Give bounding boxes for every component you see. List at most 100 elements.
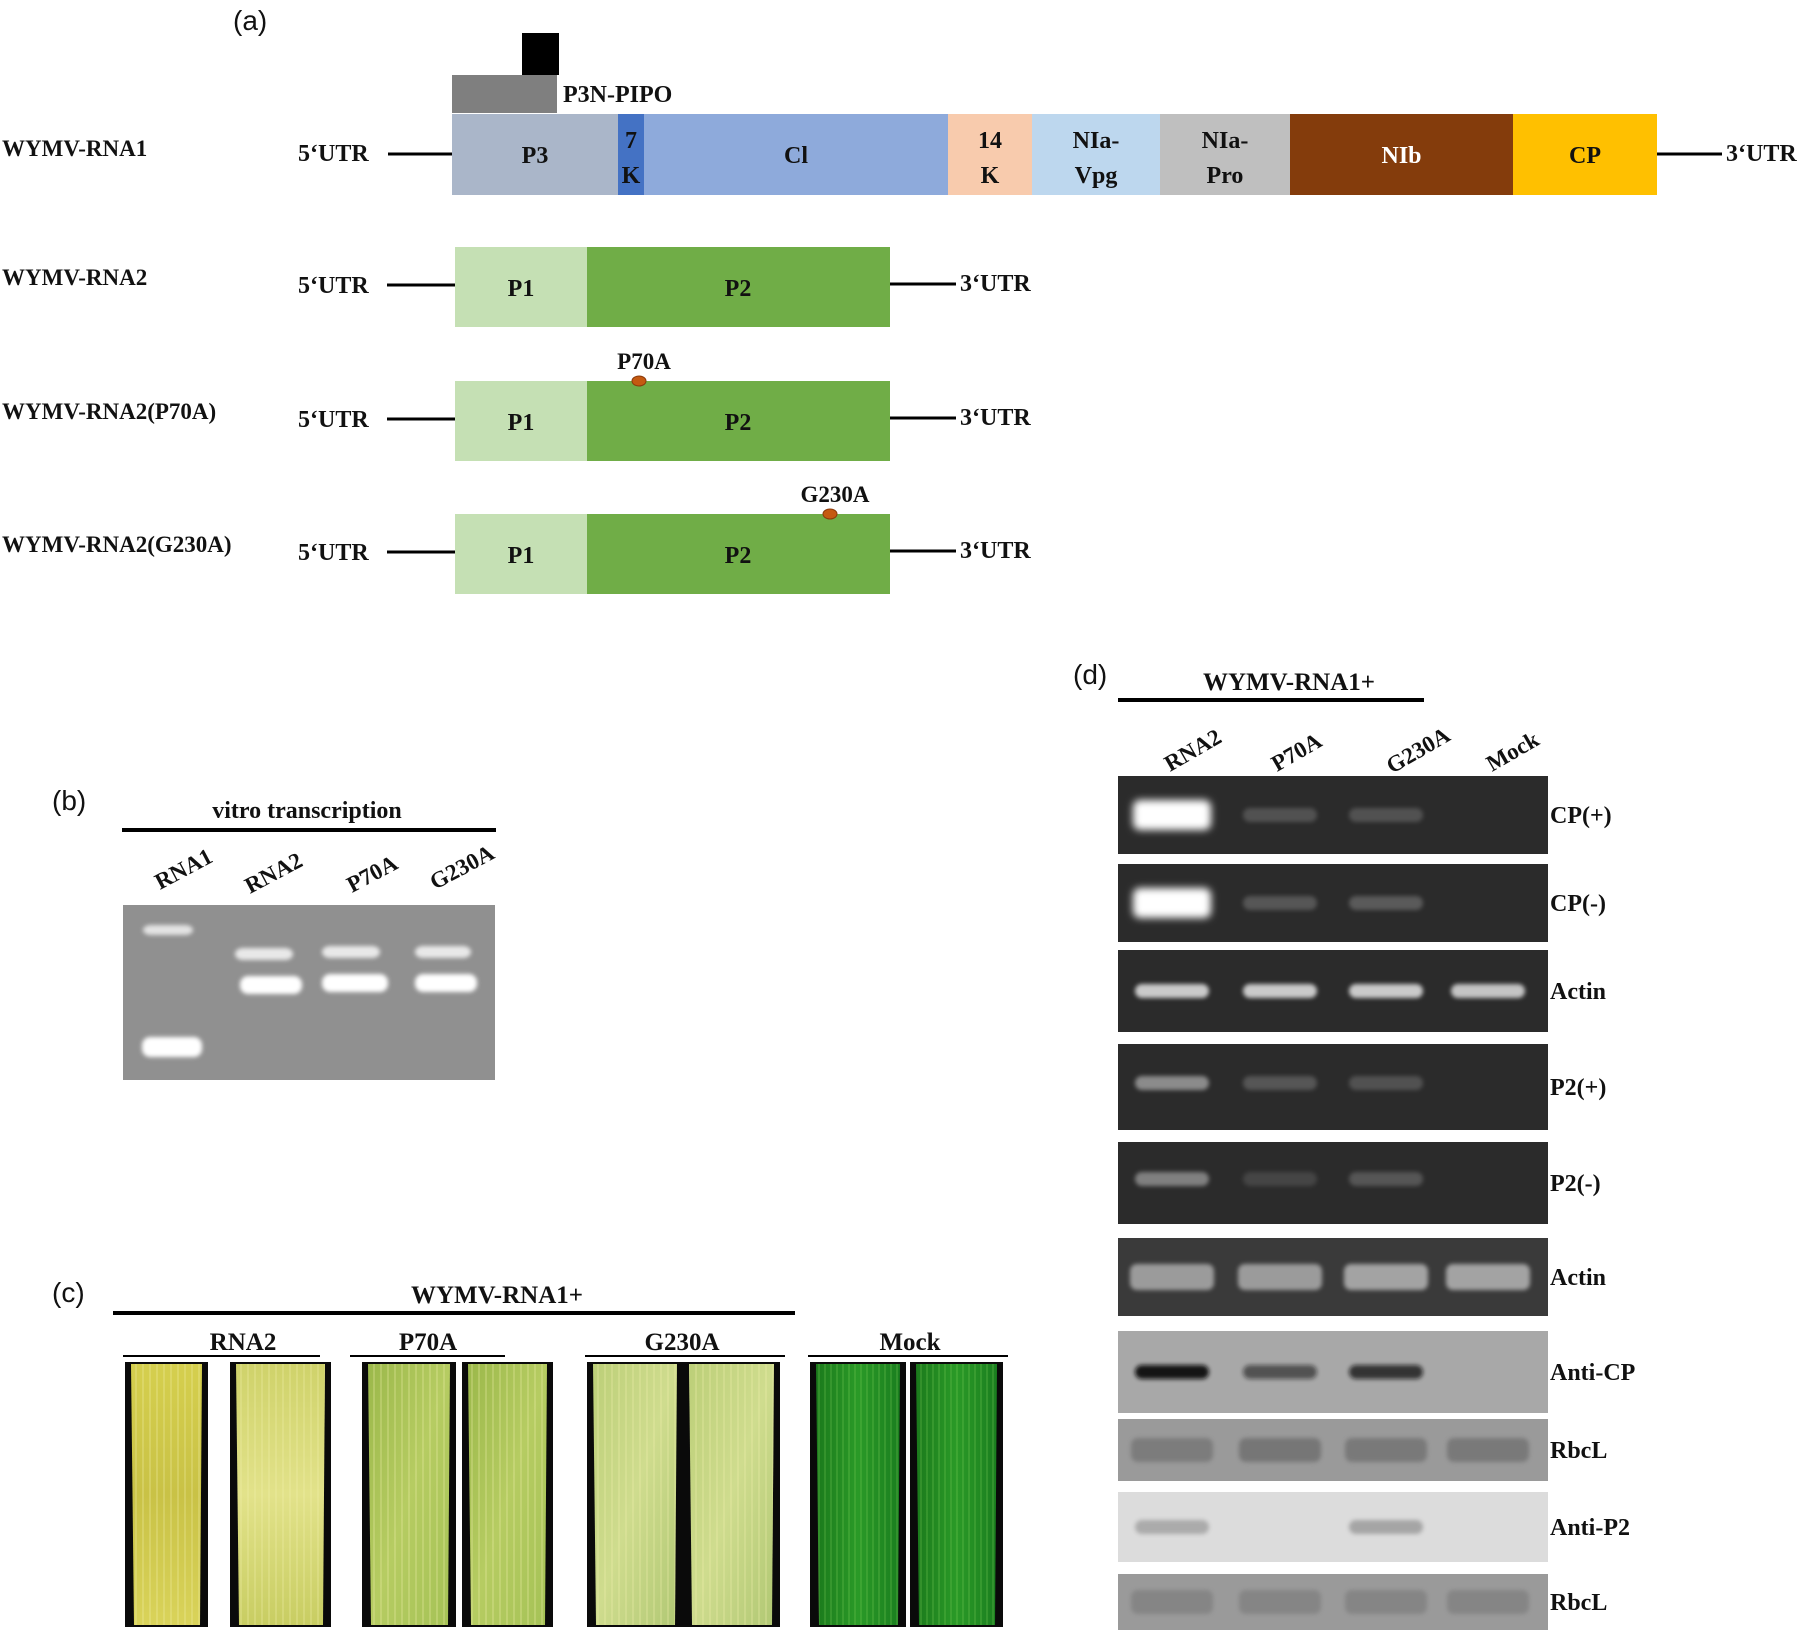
rna1-domain-label: Cl [784,143,808,169]
leaf-group-label: P70A [399,1329,457,1356]
blot-band [1349,984,1423,998]
blot-band [1345,1438,1427,1462]
blot-band [1243,1365,1317,1379]
blot-band [1243,808,1317,822]
rna2-utr5: 5‘UTR [298,540,369,566]
rna2-construct: WYMV-RNA2 5‘UTR P1 P2 3‘UTR [2,247,1031,327]
mutation-label: P70A [617,349,671,374]
rna1-domain-box [948,114,1032,195]
rna1-domain-label: 14 [978,128,1002,154]
gel-band [240,976,302,994]
rna1-domain-box [452,114,618,195]
blot-band [1243,1172,1317,1186]
gel-band [235,948,293,960]
rna2-utr3: 3‘UTR [960,271,1031,297]
rna1-domain-box [1513,114,1657,195]
blot-band [1345,1590,1427,1614]
blot-strip: RbcL [1118,1419,1607,1481]
rna1-domain-label: NIa- [1073,128,1120,154]
blot-label: CP(-) [1550,891,1606,917]
p1-label: P1 [508,543,535,569]
rna1-name: WYMV-RNA1 [2,136,147,161]
p1-box [455,514,587,594]
blot-label: Actin [1550,979,1606,1005]
panel-d-lane-labels: RNA2 P70A G230A Mock [1160,722,1543,778]
blot-lane-label: P70A [1267,728,1326,777]
gel-lane-label: RNA1 [151,844,217,895]
p2-box [587,247,890,327]
rna2-utr3: 3‘UTR [960,405,1031,431]
panel-b-lane-labels: RNA1 RNA2 P70A G230A [151,840,499,899]
gel-band [143,925,193,935]
panel-c-leaf-groups: RNA2 P70A G230A Mock [123,1329,1008,1627]
p3n-pipo-black-bar [522,33,559,75]
rna1-domain-label: P3 [522,143,549,169]
blot-band [1131,1590,1213,1614]
gel-lane-label: P70A [343,850,402,897]
leaf-veins [131,1364,202,1625]
gel-band [322,974,388,992]
rna2-construct-name: WYMV-RNA2(P70A) [2,399,216,424]
blot-band [1446,1264,1530,1290]
p2-box [587,514,890,594]
blot-band [1243,1076,1317,1090]
blot-label: RbcL [1550,1438,1607,1464]
leaf-group: RNA2 [123,1329,331,1627]
gel-band [415,946,471,958]
panel-c: (c) WYMV-RNA1+ RNA2 P70A G230A Mock [52,1277,1008,1627]
mutation-site-marker [822,508,838,520]
panel-b-label: (b) [52,785,86,816]
blot-band [1133,888,1211,918]
panel-c-header: WYMV-RNA1+ [411,1282,583,1309]
blot-band [1135,1520,1209,1534]
panel-d-header: WYMV-RNA1+ [1203,669,1375,696]
leaf-veins [593,1364,677,1625]
leaf-veins [689,1364,774,1625]
blot-band [1239,1590,1321,1614]
rna1-domain-label: Pro [1207,163,1244,189]
blot-band [1349,1365,1423,1379]
p1-label: P1 [508,276,535,302]
blot-band [1349,1172,1423,1186]
leaf-group-label: G230A [645,1329,720,1356]
leaf-group: P70A [350,1329,553,1627]
rna1-domain-label: Vpg [1075,163,1118,189]
leaf-veins [916,1364,997,1625]
rna1-utr5: 5‘UTR [298,141,369,167]
leaf-group-label: Mock [879,1329,940,1356]
gel-lane-label: G230A [426,840,499,895]
blot-label: Actin [1550,1265,1606,1291]
rna1-domain-box [644,114,948,195]
blot-lane-label: Mock [1482,726,1543,776]
p2-box [587,381,890,461]
rna1-domain-box [1160,114,1290,195]
blot-band [1239,1438,1321,1462]
leaf-veins [236,1364,325,1625]
blot-band [1135,1076,1209,1090]
leaf-veins [816,1364,900,1625]
blot-band [1238,1264,1322,1290]
blot-band [1451,984,1525,998]
leaf-group-label: RNA2 [210,1329,277,1356]
panel-d: (d) WYMV-RNA1+ RNA2 P70A G230A Mock CP(+)CP… [1073,659,1635,1630]
blot-label: RbcL [1550,1590,1607,1616]
rna1-domain-label: CP [1569,143,1601,169]
blot-band [1349,1076,1423,1090]
blot-label: P2(+) [1550,1075,1606,1101]
blot-band [1447,1590,1529,1614]
gel-band [142,1037,202,1057]
blot-band [1135,1365,1209,1379]
rna2-utr5: 5‘UTR [298,273,369,299]
leaf-veins [368,1364,450,1625]
leaf-group: G230A [585,1329,785,1627]
blot-band [1243,896,1317,910]
rna1-domain-label: NIa- [1202,128,1249,154]
blot-strip: Actin [1118,1238,1606,1316]
blot-lane-label: G230A [1382,722,1455,778]
blot-label: P2(-) [1550,1171,1601,1197]
blot-strip: Actin [1118,950,1606,1032]
rna1-utr3: 3‘UTR [1726,141,1797,167]
rna2-construct: WYMV-RNA2(G230A) 5‘UTR P1 P2 3‘UTR G230A [2,482,1031,594]
rna2-utr3: 3‘UTR [960,538,1031,564]
